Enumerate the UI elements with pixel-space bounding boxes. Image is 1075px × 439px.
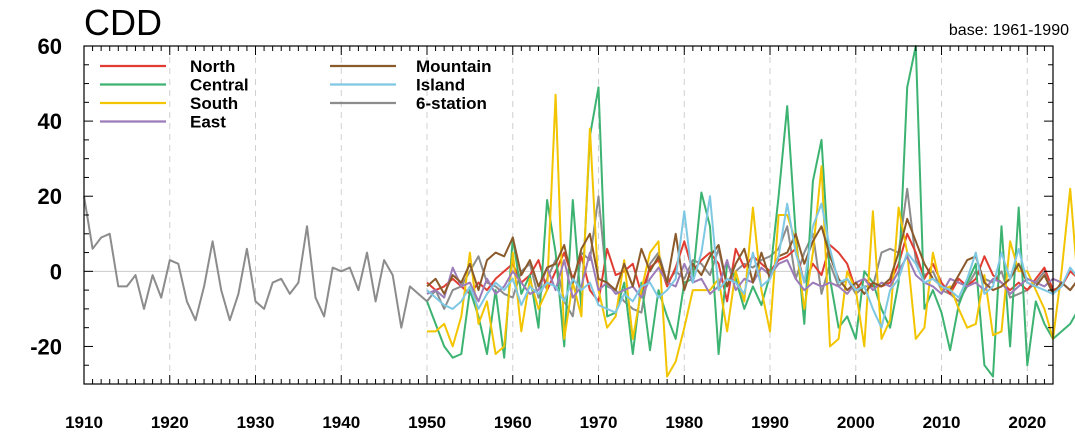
legend-label-east: East bbox=[190, 113, 226, 132]
series-lines bbox=[83, 45, 1075, 378]
y-tick-label-0: 0 bbox=[50, 259, 62, 284]
x-tick-label-2010: 2010 bbox=[923, 413, 961, 432]
x-tick-label-2000: 2000 bbox=[837, 413, 875, 432]
chart-title: CDD bbox=[84, 2, 162, 43]
y-tick-label-40: 40 bbox=[38, 109, 62, 134]
y-tick-label--20: -20 bbox=[30, 334, 62, 359]
axes bbox=[83, 45, 1054, 385]
x-tick-label-1970: 1970 bbox=[580, 413, 618, 432]
series-line-island bbox=[426, 195, 1075, 329]
x-tick-label-1940: 1940 bbox=[322, 413, 360, 432]
x-tick-label-1960: 1960 bbox=[494, 413, 532, 432]
legend-label-mountain: Mountain bbox=[416, 57, 492, 76]
legend-label-6-station: 6-station bbox=[416, 94, 487, 113]
legend-label-south: South bbox=[190, 94, 238, 113]
x-tick-label-1920: 1920 bbox=[151, 413, 189, 432]
x-tick-label-1980: 1980 bbox=[665, 413, 703, 432]
legend-label-north: North bbox=[190, 57, 235, 76]
legend-label-central: Central bbox=[190, 76, 249, 95]
y-tick-labels: 60 40 20 0 -20 bbox=[30, 34, 62, 359]
x-tick-labels: 1910 1920 1930 1940 1950 1960 1970 1980 1990 2000… bbox=[65, 413, 1046, 432]
legend-label-island: Island bbox=[416, 76, 465, 95]
x-tick-label-2020: 2020 bbox=[1008, 413, 1046, 432]
series-line-south bbox=[427, 93, 1075, 378]
x-tick-label-1930: 1930 bbox=[237, 413, 275, 432]
chart-subtitle: base: 1961-1990 bbox=[948, 22, 1069, 39]
series-line-central bbox=[426, 45, 1075, 378]
x-tick-label-1990: 1990 bbox=[751, 413, 789, 432]
y-tick-label-60: 60 bbox=[38, 34, 62, 59]
x-tick-label-1950: 1950 bbox=[408, 413, 446, 432]
y-tick-label-20: 20 bbox=[38, 184, 62, 209]
x-tick-label-1910: 1910 bbox=[65, 413, 103, 432]
